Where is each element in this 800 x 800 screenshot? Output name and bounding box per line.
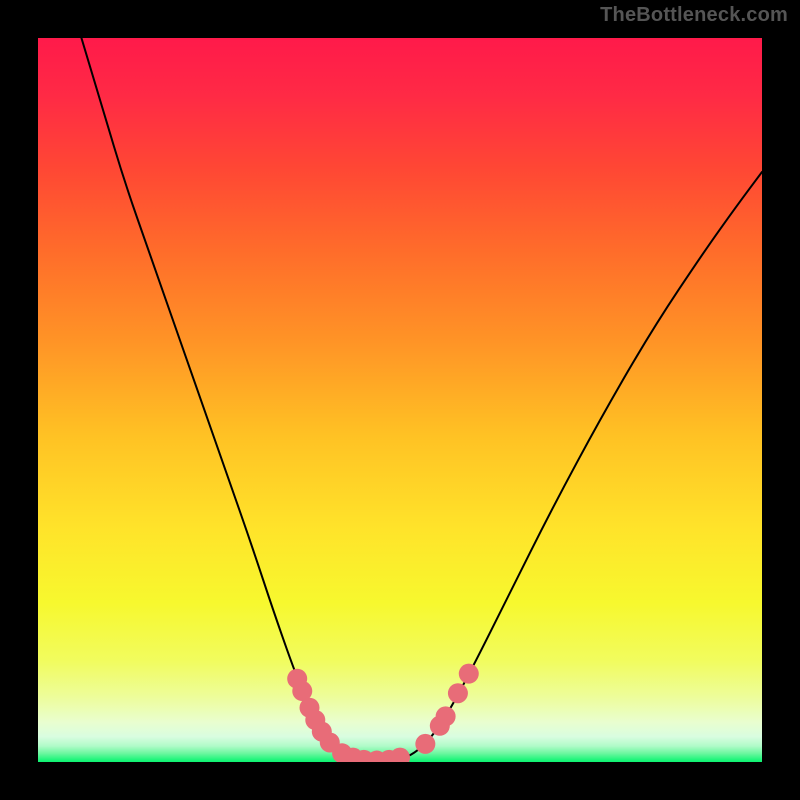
watermark-label: TheBottleneck.com bbox=[600, 4, 788, 27]
marker-dot bbox=[459, 664, 479, 684]
marker-dot bbox=[436, 706, 456, 726]
marker-dot bbox=[415, 734, 435, 754]
marker-dot bbox=[448, 683, 468, 703]
chart-canvas: TheBottleneck.com bbox=[0, 0, 800, 800]
plot-background bbox=[38, 38, 762, 762]
bottleneck-chart-svg bbox=[0, 0, 800, 800]
